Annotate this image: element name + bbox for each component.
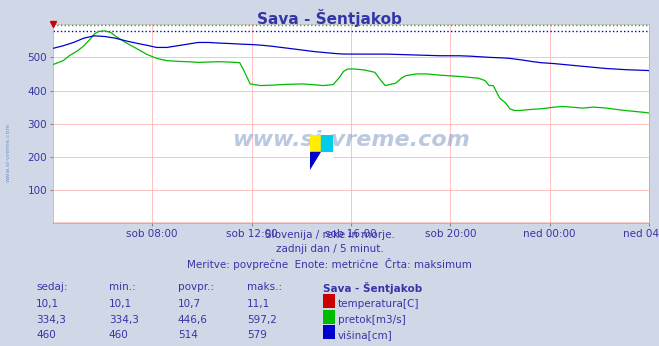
Text: 579: 579 [247, 330, 267, 340]
Text: www.si-vreme.com: www.si-vreme.com [6, 122, 11, 182]
Text: 334,3: 334,3 [109, 315, 138, 325]
Text: 10,7: 10,7 [178, 299, 201, 309]
Bar [322, 135, 333, 152]
Polygon shape [310, 152, 333, 170]
Text: 10,1: 10,1 [36, 299, 59, 309]
Text: Meritve: povprečne  Enote: metrične  Črta: maksimum: Meritve: povprečne Enote: metrične Črta:… [187, 258, 472, 270]
Text: Sava - Šentjakob: Sava - Šentjakob [323, 282, 422, 294]
Text: Sava - Šentjakob: Sava - Šentjakob [257, 9, 402, 27]
Text: maks.:: maks.: [247, 282, 282, 292]
Text: 514: 514 [178, 330, 198, 340]
Text: 597,2: 597,2 [247, 315, 277, 325]
Text: 334,3: 334,3 [36, 315, 66, 325]
Text: 446,6: 446,6 [178, 315, 208, 325]
Text: sedaj:: sedaj: [36, 282, 68, 292]
Text: višina[cm]: višina[cm] [338, 330, 393, 341]
Text: temperatura[C]: temperatura[C] [338, 299, 420, 309]
Text: www.si-vreme.com: www.si-vreme.com [232, 130, 470, 149]
Text: povpr.:: povpr.: [178, 282, 214, 292]
Bar [310, 152, 333, 170]
Text: pretok[m3/s]: pretok[m3/s] [338, 315, 406, 325]
Text: 10,1: 10,1 [109, 299, 132, 309]
Text: 460: 460 [36, 330, 56, 340]
Text: zadnji dan / 5 minut.: zadnji dan / 5 minut. [275, 244, 384, 254]
Bar [310, 135, 322, 152]
Text: 460: 460 [109, 330, 129, 340]
Text: min.:: min.: [109, 282, 136, 292]
Text: 11,1: 11,1 [247, 299, 270, 309]
Text: Slovenija / reke in morje.: Slovenija / reke in morje. [264, 230, 395, 240]
